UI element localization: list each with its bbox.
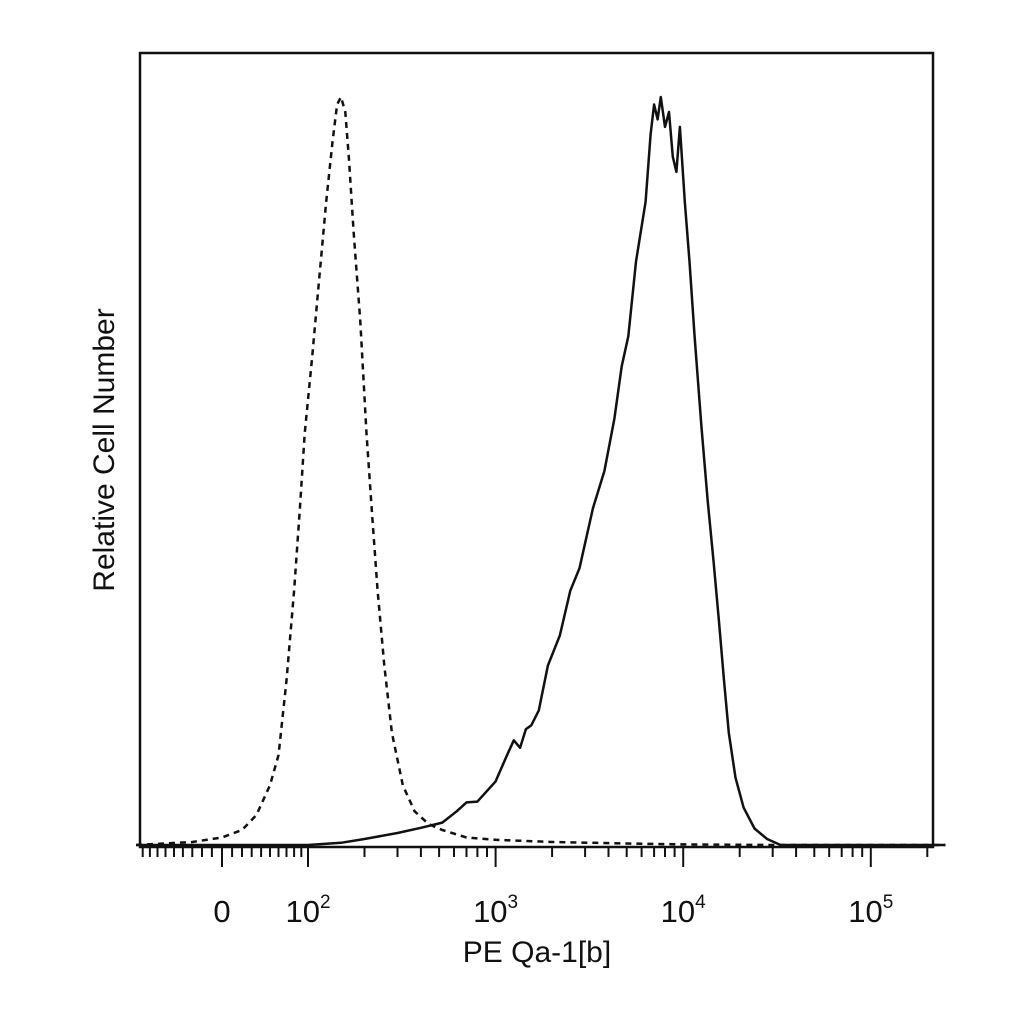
stained-histogram-line	[136, 95, 946, 847]
x-axis-title: PE Qa-1[b]	[463, 936, 611, 969]
series-layer	[135, 95, 946, 847]
x-tick-label: 0	[213, 894, 230, 929]
x-tick-label: 102	[285, 892, 330, 929]
x-tick-label: 105	[848, 892, 893, 929]
x-tick-label: 103	[473, 892, 518, 929]
x-axis-ticks	[141, 847, 929, 867]
x-axis-tick-labels: 0 102 103 104 105	[213, 892, 893, 929]
control-histogram-line	[135, 95, 946, 847]
plot-frame	[138, 51, 935, 849]
y-axis-title: Relative Cell Number	[88, 308, 121, 591]
x-tick-label: 104	[661, 892, 706, 929]
